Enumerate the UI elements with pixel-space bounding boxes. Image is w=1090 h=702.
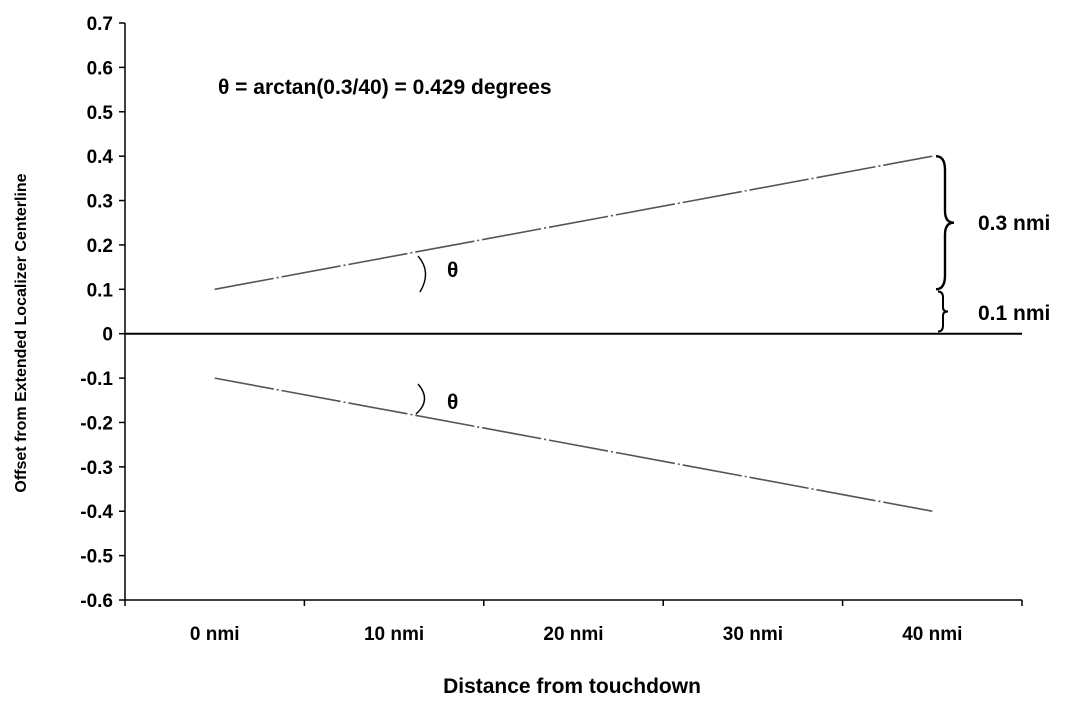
formula-annotation: θ = arctan(0.3/40) = 0.429 degrees: [218, 76, 552, 99]
y-tick-label: -0.5: [80, 547, 113, 568]
x-tick-label: 20 nmi: [543, 624, 603, 645]
series-layer: [214, 155, 933, 512]
y-tick-label: -0.1: [80, 369, 113, 390]
y-tick-label: 0: [102, 325, 113, 346]
axes: 0.7 0.6 0.5 0.4 0.3 0.2 0.1 0 -0.1 -0.2 -0.3 -0.4 -0…: [80, 14, 1023, 645]
y-tick-label: 0.1: [87, 280, 114, 301]
y-tick-label: -0.2: [80, 413, 113, 434]
y-tick-label: -0.6: [80, 591, 113, 612]
angle-arc-lower: [415, 383, 426, 415]
angle-arc-upper: [417, 255, 427, 293]
y-tick-label: 0.5: [87, 103, 114, 124]
y-tick-label: 0.4: [87, 147, 114, 168]
y-tick-label: 0.6: [87, 58, 113, 79]
x-tick-label: 40 nmi: [902, 624, 962, 645]
x-tick-label: 10 nmi: [364, 624, 424, 645]
x-tick-label: 30 nmi: [723, 624, 783, 645]
bracket-label-small: 0.1 nmi: [978, 302, 1050, 325]
x-tick-label: 0 nmi: [190, 624, 240, 645]
annotation-layer: θ = arctan(0.3/40) = 0.429 degrees θ θ 0.3 …: [218, 76, 1050, 415]
y-tick-label: -0.4: [80, 502, 113, 523]
y-axis-label: Offset from Extended Localizer Centerlin…: [13, 173, 30, 492]
y-tick-label: 0.3: [87, 192, 113, 213]
series-line-1: [214, 155, 933, 291]
theta-label-lower: θ: [447, 391, 458, 414]
y-tick-label: 0.2: [87, 236, 113, 257]
theta-label-upper: θ: [447, 259, 458, 282]
brace-small: [937, 290, 949, 333]
x-axis-label: Distance from touchdown: [443, 675, 701, 698]
y-tick-label: 0.7: [87, 14, 113, 35]
brace-large: [935, 154, 955, 291]
bracket-label-large: 0.3 nmi: [978, 212, 1050, 235]
y-tick-label: -0.3: [80, 458, 113, 479]
series-line-2: [214, 377, 933, 512]
